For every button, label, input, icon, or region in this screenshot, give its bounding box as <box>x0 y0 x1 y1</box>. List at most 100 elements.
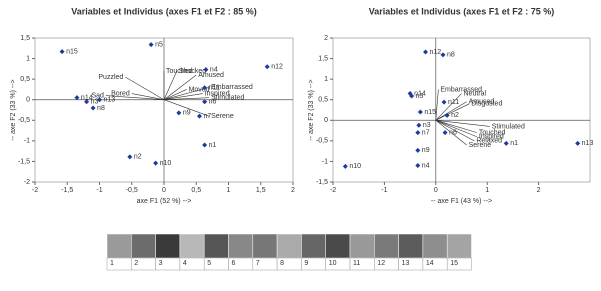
thumbnail-number: 11 <box>353 260 360 267</box>
variable-label: Relaxed <box>476 138 502 145</box>
variable-vector <box>435 120 475 142</box>
variable-vector <box>105 95 165 101</box>
point-label: n6 <box>209 99 217 106</box>
individual-point <box>148 42 154 48</box>
y-tick-label: 0,5 <box>318 97 328 104</box>
variable-label: Stimulated <box>211 95 244 102</box>
chart-title: Variables et Individus (axes F1 et F2 : … <box>71 6 257 16</box>
individual-point <box>415 163 421 169</box>
y-tick-label: 0 <box>324 117 328 124</box>
variable-label: Bored <box>111 90 130 97</box>
thumbnail-image <box>398 233 424 259</box>
point-label: n6 <box>449 129 457 136</box>
thumbnail-image <box>228 233 254 259</box>
thumbnail-image <box>106 233 132 259</box>
x-tick-label: -2 <box>330 187 336 194</box>
individual-point <box>503 140 509 146</box>
variable-label: Neutral <box>464 90 487 97</box>
x-tick-label: 1 <box>485 187 489 194</box>
variable-vector <box>163 99 210 117</box>
y-axis-label: -- axe F2 (33 %) --> <box>308 79 315 140</box>
point-label: n2 <box>451 112 459 119</box>
point-label: n10 <box>349 163 361 170</box>
thumbnail-image <box>422 233 448 259</box>
thumbnail-cell <box>446 257 472 271</box>
individual-point <box>59 49 65 55</box>
y-tick-label: -1 <box>24 138 30 145</box>
y-tick-label: 0,5 <box>20 76 30 83</box>
x-tick-label: 2 <box>537 187 541 194</box>
point-label: n5 <box>155 41 163 48</box>
point-label: n11 <box>448 99 459 106</box>
y-axis-label: -- axe F2 (33 %) --> <box>10 79 17 140</box>
chart-title: Variables et Individus (axes F1 et F2 : … <box>369 6 555 16</box>
thumbnail-number: 15 <box>450 260 458 267</box>
variable-vector <box>435 101 467 121</box>
thumbnail-image <box>131 233 156 259</box>
point-label: n12 <box>271 64 283 71</box>
variable-label: Puzzled <box>98 74 123 81</box>
individual-point <box>417 109 423 115</box>
variable-vector <box>163 89 187 100</box>
thumbnail-image <box>276 233 302 259</box>
x-tick-label: 1,5 <box>256 187 266 194</box>
y-tick-label: 2 <box>324 35 328 42</box>
point-label: n4 <box>210 67 218 74</box>
x-tick-label: 0 <box>162 187 166 194</box>
variable-vector <box>163 74 197 100</box>
individual-point <box>202 85 208 91</box>
thumbnail-image <box>179 233 205 259</box>
x-tick-label: -1 <box>96 187 102 194</box>
x-axis-label: -- axe F1 (43 %) --> <box>431 198 492 205</box>
thumbnail-image <box>349 233 375 259</box>
variable-vector <box>435 120 467 146</box>
point-label: n14 <box>81 95 93 102</box>
point-label: n14 <box>414 90 426 97</box>
point-label: n5 <box>416 93 424 100</box>
variable-vector <box>163 97 210 101</box>
thumbnail-number: 9 <box>304 260 308 267</box>
individual-point <box>74 95 80 101</box>
thumbnail-number: 1 <box>110 260 114 267</box>
variable-label: Sad <box>91 92 104 99</box>
individual-point <box>196 113 202 119</box>
y-tick-label: 1,5 <box>318 55 328 62</box>
x-tick-label: 0 <box>434 187 438 194</box>
individual-point <box>441 99 447 105</box>
variable-vector <box>163 93 203 101</box>
individual-point <box>203 67 209 73</box>
individual-point <box>444 112 450 118</box>
individual-point <box>423 49 429 55</box>
variable-vector <box>435 120 478 138</box>
individual-point <box>97 97 102 103</box>
point-label: n3 <box>91 99 99 106</box>
point-label: n3 <box>423 122 431 129</box>
point-label: n15 <box>66 48 78 55</box>
thumbnail-image <box>252 233 278 259</box>
thumbnail-number: 4 <box>183 260 187 267</box>
individual-point <box>264 64 270 70</box>
point-label: n7 <box>203 113 211 120</box>
variable-vector <box>435 119 478 133</box>
individual-point <box>415 130 421 136</box>
x-tick-label: -0,5 <box>126 187 138 194</box>
individual-point <box>90 105 96 111</box>
individual-point <box>415 147 421 153</box>
y-tick-label: 1 <box>324 76 328 83</box>
point-label: n15 <box>424 109 436 116</box>
thumbnail-number: 5 <box>207 260 211 267</box>
y-tick-label: -0,5 <box>316 138 328 145</box>
variable-label: Shocked <box>179 68 206 75</box>
thumbnail-number: 2 <box>134 260 138 267</box>
y-tick-label: -1 <box>322 158 328 165</box>
x-axis-label: axe F1 (52 %) --> <box>137 198 192 205</box>
point-label: n10 <box>160 160 172 167</box>
point-label: n7 <box>422 129 430 136</box>
variable-label: Amused <box>198 72 224 79</box>
variable-vector <box>131 93 165 101</box>
variable-vector <box>435 119 490 127</box>
thumbnail-image <box>203 233 229 259</box>
individual-point <box>342 163 348 169</box>
variable-label: Inspired <box>205 90 230 97</box>
